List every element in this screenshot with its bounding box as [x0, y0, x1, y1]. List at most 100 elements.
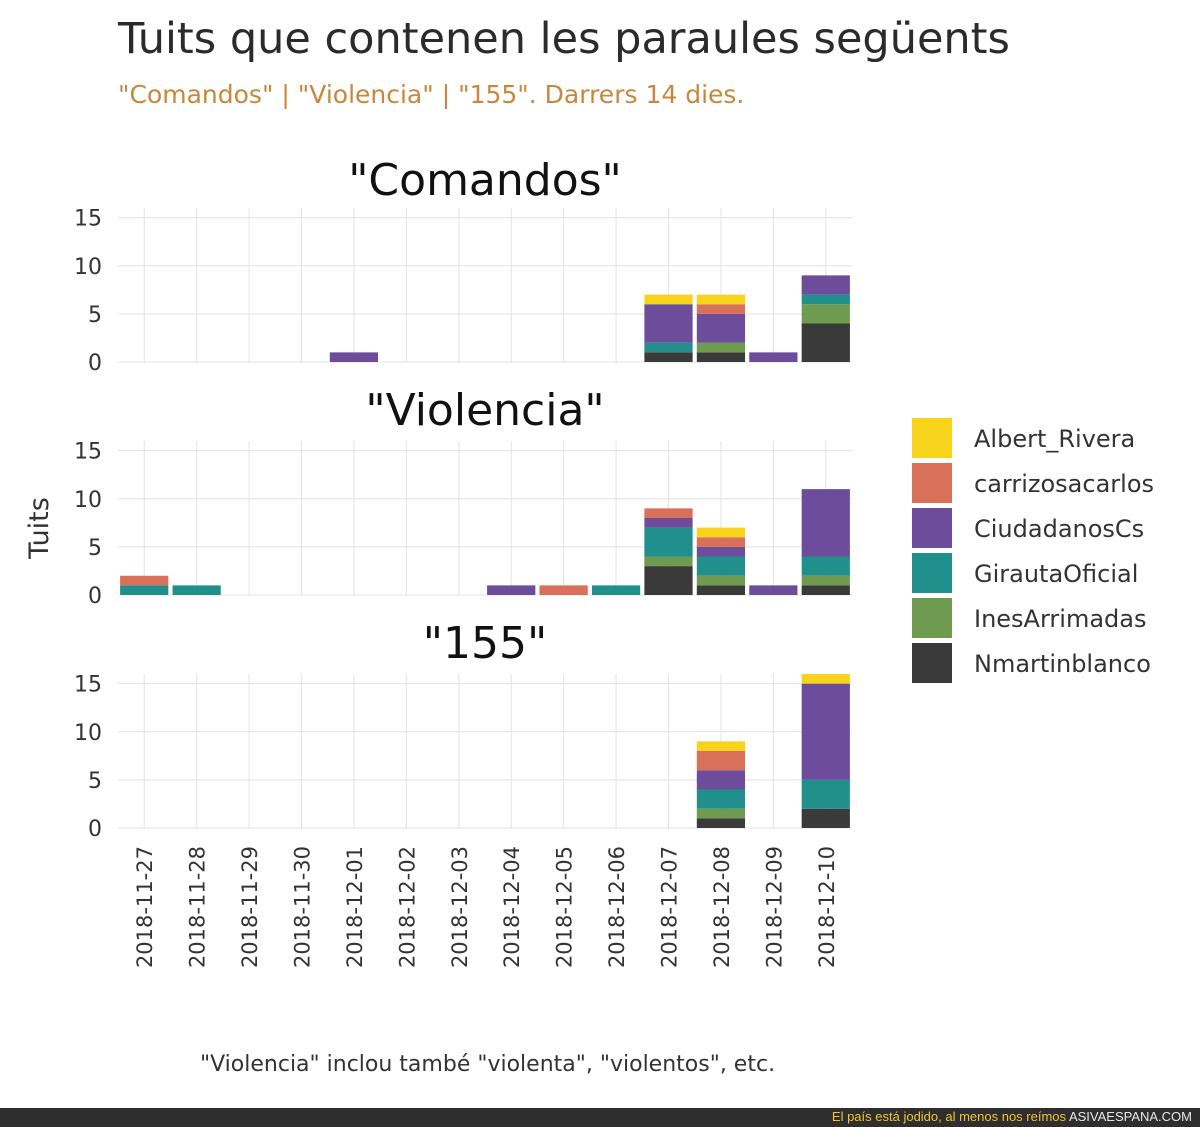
bar-segment — [749, 585, 798, 595]
bar-segment — [696, 808, 746, 819]
y-axis-label: Tuits — [24, 497, 55, 560]
bar-segment — [539, 585, 588, 595]
bar-segment — [801, 683, 850, 780]
bar-segment — [696, 585, 746, 595]
footer-tagline: El país está jodido, al menos nos reímos — [831, 1109, 1067, 1124]
bar-segment — [329, 352, 379, 362]
legend-label: InesArrimadas — [974, 605, 1147, 633]
footer-bar: El país está jodido, al menos nos reímos… — [0, 1108, 1200, 1127]
x-tick-label: 2018-11-30 — [291, 846, 315, 968]
bar-segment — [801, 575, 850, 586]
bar-segment — [801, 585, 850, 595]
legend-label: CiudadanosCs — [974, 515, 1144, 543]
facet-panel: "155" 0 5 10 15 — [74, 618, 852, 842]
y-tick-label: 10 — [74, 721, 102, 746]
x-tick-label: 2018-12-04 — [500, 846, 524, 968]
y-tick-label: 0 — [88, 584, 102, 609]
x-tick-label: 2018-11-27 — [133, 846, 157, 968]
bar-segment — [696, 770, 746, 790]
legend-swatch — [912, 463, 952, 503]
bar-segment — [644, 508, 693, 518]
bar-segment — [801, 294, 850, 305]
facet-panel: "Violencia" 0 5 10 15 — [74, 385, 852, 609]
legend-swatch — [912, 418, 952, 458]
facet-panel: "Comandos" 0 5 10 15 — [74, 155, 852, 376]
bar-segment — [644, 352, 693, 362]
y-tick-label: 5 — [88, 769, 102, 794]
bar-segment — [120, 575, 169, 586]
bar-segment — [696, 575, 746, 586]
bar-segment — [696, 789, 746, 809]
bar-segment — [644, 566, 693, 595]
bar-segment — [644, 518, 693, 528]
bar-segment — [696, 537, 746, 547]
bar-segment — [696, 313, 746, 343]
x-tick-label: 2018-12-03 — [448, 846, 472, 968]
bar-segment — [644, 342, 693, 353]
bar-segment — [801, 323, 850, 362]
legend-item: InesArrimadas — [912, 598, 1147, 638]
x-tick-label: 2018-11-28 — [186, 846, 210, 968]
bar-segment — [696, 741, 746, 751]
bar-segment — [696, 304, 746, 314]
x-tick-label: 2018-12-05 — [553, 846, 577, 968]
y-tick-label: 15 — [74, 440, 102, 465]
legend-item: Albert_Rivera — [912, 418, 1135, 458]
bar-segment — [801, 275, 850, 295]
x-tick-label: 2018-12-06 — [605, 846, 629, 968]
x-tick-label: 2018-12-02 — [395, 846, 419, 968]
bar-segment — [801, 556, 850, 576]
legend-item: Nmartinblanco — [912, 643, 1151, 683]
chart-title: Tuits que contenen les paraules següents — [118, 14, 1010, 64]
y-tick-label: 5 — [88, 536, 102, 561]
bar-segment — [696, 556, 746, 576]
facet-title: "Comandos" — [348, 155, 622, 206]
legend-item: CiudadanosCs — [912, 508, 1144, 548]
bar-segment — [172, 585, 221, 595]
legend: Albert_Rivera carrizosacarlos CiudadanosCs… — [912, 418, 1154, 683]
bar-segment — [696, 527, 746, 538]
bar-segment — [696, 818, 746, 828]
legend-swatch — [912, 598, 952, 638]
bar-segment — [696, 294, 746, 305]
bar-segment — [644, 556, 693, 567]
bar-segment — [644, 304, 693, 343]
y-tick-label: 5 — [88, 303, 102, 328]
bar-segment — [644, 294, 693, 305]
facet-title: "155" — [423, 618, 547, 669]
chart-subtitle: "Comandos" | "Violencia" | "155". Darrer… — [118, 80, 745, 109]
bar-segment — [644, 527, 693, 557]
x-tick-label: 2018-12-01 — [343, 846, 367, 968]
legend-label: Nmartinblanco — [974, 650, 1151, 678]
facet-title: "Violencia" — [365, 385, 604, 436]
bar-segment — [696, 751, 746, 771]
y-tick-label: 0 — [88, 817, 102, 842]
y-tick-label: 15 — [74, 673, 102, 698]
y-tick-label: 10 — [74, 488, 102, 513]
chart-plot-area: "Comandos" 0 5 10 15 "Violencia" 0 5 10 15 "155" 0 5… — [74, 155, 852, 968]
footer-site[interactable]: ASIVAESPANA.COM — [1068, 1109, 1192, 1124]
y-tick-label: 10 — [74, 255, 102, 280]
bar-segment — [591, 585, 641, 595]
x-tick-label: 2018-12-08 — [710, 846, 734, 968]
legend-item: GirautaOficial — [912, 553, 1138, 593]
legend-swatch — [912, 553, 952, 593]
chart-caption: "Violencia" inclou també "violenta", "vi… — [200, 1052, 776, 1077]
bar-segment — [801, 674, 850, 684]
x-tick-label: 2018-12-07 — [658, 846, 682, 968]
y-tick-label: 15 — [74, 207, 102, 232]
legend-label: GirautaOficial — [974, 560, 1138, 588]
bar-segment — [696, 342, 746, 353]
legend-label: Albert_Rivera — [974, 425, 1135, 453]
bar-segment — [696, 546, 746, 557]
legend-item: carrizosacarlos — [912, 463, 1154, 503]
footer-text: El país está jodido, al menos nos reímos… — [832, 1109, 1192, 1124]
bar-segment — [696, 352, 746, 362]
bar-segment — [801, 489, 850, 557]
x-tick-label: 2018-12-10 — [815, 846, 839, 968]
bar-segment — [801, 304, 850, 324]
legend-swatch — [912, 643, 952, 683]
x-tick-label: 2018-12-09 — [762, 846, 786, 968]
x-tick-label: 2018-11-29 — [238, 846, 262, 968]
